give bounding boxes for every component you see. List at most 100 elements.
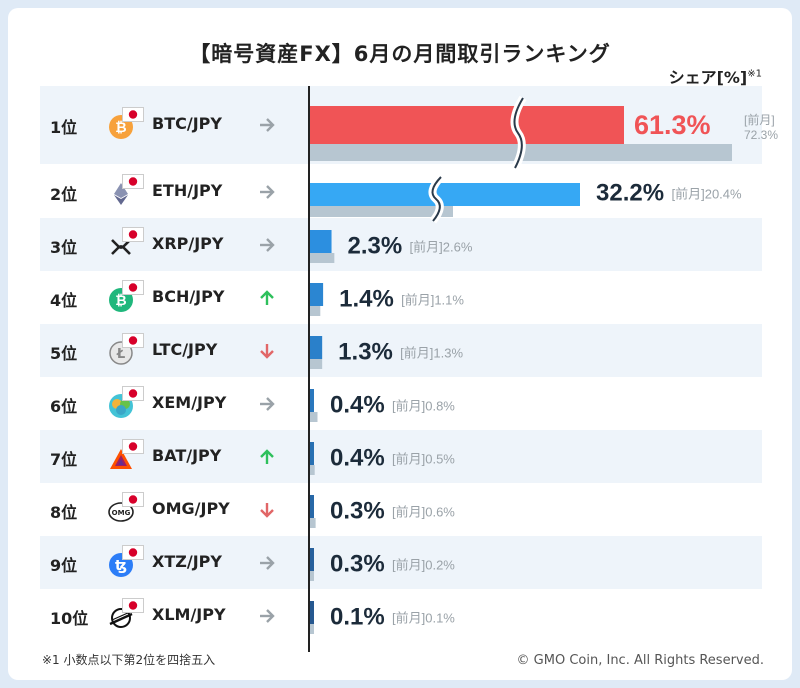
trend-up-icon xyxy=(258,289,276,307)
japan-flag-icon xyxy=(122,226,144,242)
pair-label: BAT/JPY xyxy=(152,445,222,465)
share-value-label: 32.2% xyxy=(596,180,664,207)
share-value-label: 0.3% xyxy=(330,498,385,525)
japan-flag-icon xyxy=(122,173,144,189)
current-month-bar xyxy=(310,495,314,518)
omg-icon: OMG xyxy=(108,499,134,525)
share-value-label: 0.1% xyxy=(330,604,385,631)
trend-same-icon xyxy=(258,395,276,413)
xrp-icon xyxy=(108,234,134,260)
ethereum-icon xyxy=(108,181,134,207)
trend-up-icon xyxy=(258,448,276,466)
trend-same-icon xyxy=(258,183,276,201)
share-note-mark: ※1 xyxy=(747,68,762,80)
prev-month-label: [前月]2.6% xyxy=(410,240,473,255)
stellar-icon xyxy=(108,605,134,631)
pair-label: ETH/JPY xyxy=(152,180,223,200)
share-axis-label: シェア[%]※1 xyxy=(669,64,762,88)
current-month-bar xyxy=(310,183,580,206)
rank-label: 6位 xyxy=(50,396,78,416)
copyright: © GMO Coin, Inc. All Rights Reserved. xyxy=(516,653,764,668)
svg-text:₿: ₿ xyxy=(115,120,126,136)
rank-label: 7位 xyxy=(50,449,78,469)
svg-text:OMG: OMG xyxy=(112,509,131,517)
prev-month-bar xyxy=(310,206,453,217)
rank-label: 8位 xyxy=(50,502,78,522)
share-value-label: 2.3% xyxy=(348,233,403,260)
prev-month-label: [前月]1.1% xyxy=(401,293,464,308)
trend-down-icon xyxy=(258,342,276,360)
rank-label: 3位 xyxy=(50,237,78,257)
prev-month-label: [前月]20.4% xyxy=(672,187,743,202)
chart-axis-line xyxy=(308,86,310,652)
prev-month-bar xyxy=(310,306,321,316)
pair-label: OMG/JPY xyxy=(152,498,230,518)
prev-month-bar xyxy=(310,412,318,422)
prev-month-value: 72.3% xyxy=(744,128,778,142)
prev-month-bar xyxy=(310,359,323,369)
ranking-row: 6位 XEM/JPY xyxy=(40,377,762,430)
bat-icon xyxy=(108,446,134,472)
chart-title: 【暗号資産FX】6月の月間取引ランキング xyxy=(189,42,611,66)
japan-flag-icon xyxy=(122,491,144,507)
share-value-label: 0.3% xyxy=(330,551,385,578)
svg-text:ꜩ: ꜩ xyxy=(115,558,127,574)
current-month-bar xyxy=(310,230,332,253)
pair-label: XLM/JPY xyxy=(152,604,226,624)
ranking-row: 4位 ₿ BCH/JPY xyxy=(40,271,762,324)
prev-month-bar xyxy=(310,624,314,634)
ranking-row: 7位 BAT/JPY xyxy=(40,430,762,483)
svg-text:Ł: Ł xyxy=(116,347,125,362)
trend-same-icon xyxy=(258,554,276,572)
current-month-bar xyxy=(310,283,324,306)
svg-text:₿: ₿ xyxy=(115,293,126,309)
prev-month-label: [前月]0.2% xyxy=(392,558,455,573)
japan-flag-icon xyxy=(122,279,144,295)
japan-flag-icon xyxy=(122,332,144,348)
ranking-card: 【暗号資産FX】6月の月間取引ランキング シェア[%]※1 1位 ₿ BTC/JPY… xyxy=(8,8,792,680)
ranking-row: 3位 XRP/JPY xyxy=(40,218,762,271)
rank-label: 2位 xyxy=(50,184,78,204)
prev-month-label: [前月]0.6% xyxy=(392,505,455,520)
japan-flag-icon xyxy=(122,544,144,560)
share-bar-chart: 61.3% [前月]72.3% 32.2% [前月]20.4% 2.3% [前月]2.6%… xyxy=(310,95,778,634)
pair-label: XRP/JPY xyxy=(152,233,224,253)
japan-flag-icon xyxy=(122,597,144,613)
current-month-bar xyxy=(310,336,323,359)
trend-down-icon xyxy=(258,501,276,519)
japan-flag-icon xyxy=(122,385,144,401)
share-value-label: 1.3% xyxy=(338,339,393,366)
current-month-bar xyxy=(310,442,314,465)
rank-label: 4位 xyxy=(50,290,78,310)
ranking-row: 5位 Ł LTC/JPY xyxy=(40,324,762,377)
share-value-label: 0.4% xyxy=(330,445,385,472)
prev-month-label: [前月]0.8% xyxy=(392,399,455,414)
trend-same-icon xyxy=(258,607,276,625)
share-label-text: シェア[%] xyxy=(668,68,748,87)
current-month-bar xyxy=(310,601,314,624)
prev-month-bar xyxy=(310,253,335,263)
rank-label: 5位 xyxy=(50,343,78,363)
share-value-label: 1.4% xyxy=(339,286,394,313)
share-value-label: 61.3% xyxy=(634,110,711,140)
prev-month-bar xyxy=(310,571,314,581)
pair-label: BCH/JPY xyxy=(152,286,225,306)
prev-month-label: [前月]1.3% xyxy=(400,346,463,361)
axis-break-mark xyxy=(510,95,527,170)
current-month-bar xyxy=(310,106,624,144)
japan-flag-icon xyxy=(122,107,144,122)
prev-month-label: [前月] xyxy=(744,112,775,127)
ranking-row: 2位 ETH/JPY xyxy=(40,165,762,218)
ranking-row: 8位 OMG OMG/JPY xyxy=(40,483,762,536)
prev-month-label: [前月]0.5% xyxy=(392,452,455,467)
prev-month-label: [前月]0.1% xyxy=(392,611,455,626)
pair-label: BTC/JPY xyxy=(152,114,222,133)
trend-same-icon xyxy=(258,236,276,254)
prev-month-bar xyxy=(310,465,315,475)
japan-flag-icon xyxy=(122,438,144,454)
current-month-bar xyxy=(310,548,314,571)
rank-label: 1位 xyxy=(50,118,78,137)
trend-same-icon xyxy=(258,116,276,134)
pair-label: XTZ/JPY xyxy=(152,551,222,571)
share-value-label: 0.4% xyxy=(330,392,385,419)
